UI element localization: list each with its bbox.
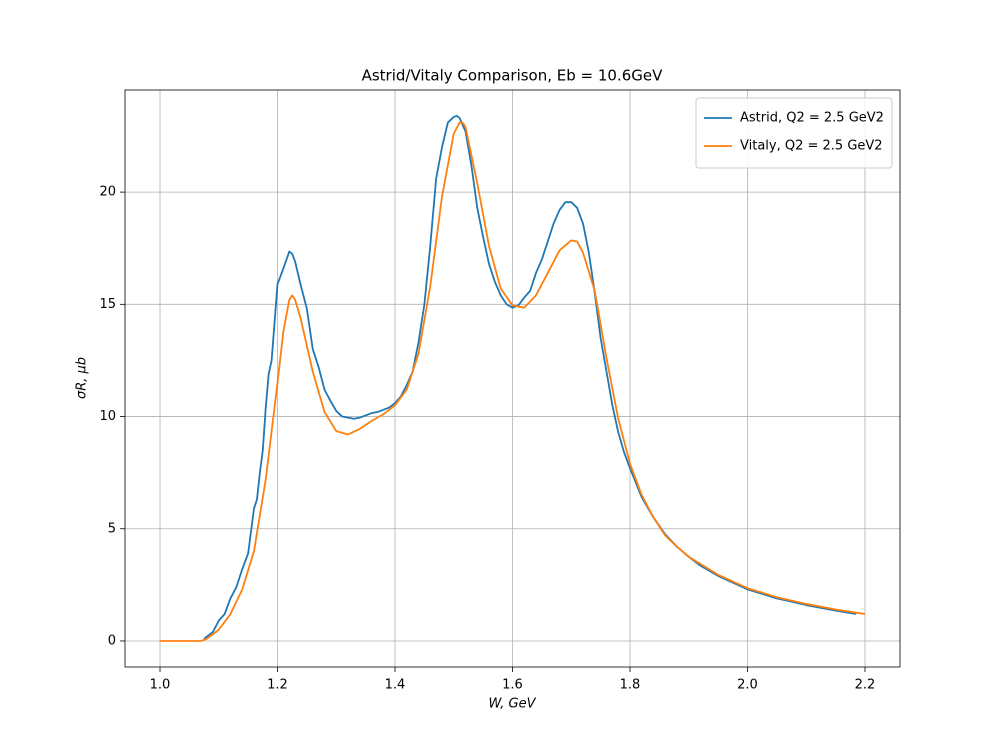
y-tick-label: 5 (108, 521, 116, 536)
y-axis-label: σR, μb (75, 357, 90, 399)
x-tick-label: 1.2 (267, 678, 288, 693)
series-line (203, 114, 857, 640)
legend: Astrid, Q2 = 2.5 GeV2 Vitaly, Q2 = 2.5 Ge… (695, 97, 893, 169)
y-tick-label: 20 (99, 185, 116, 200)
x-axis-label: W, GeV (488, 697, 536, 712)
y-tick-label: 0 (108, 633, 116, 648)
x-tick-label: 1.8 (620, 678, 641, 693)
legend-box (695, 97, 893, 169)
x-tick-label: 1.4 (385, 678, 406, 693)
x-tick-label: 1.6 (502, 678, 523, 693)
x-tick-label: 1.0 (150, 678, 171, 693)
y-tick-label: 15 (99, 297, 116, 312)
chart-title: Astrid/Vitaly Comparison, Eb = 10.6GeV (362, 67, 664, 85)
x-tick-label: 2.0 (737, 678, 758, 693)
series-line (160, 121, 866, 642)
y-tick-label: 10 (99, 409, 116, 424)
legend-label: Astrid, Q2 = 2.5 GeV2 (740, 111, 884, 126)
legend-label: Vitaly, Q2 = 2.5 GeV2 (740, 139, 883, 154)
plot-frame (124, 89, 901, 668)
x-tick-label: 2.2 (855, 678, 876, 693)
